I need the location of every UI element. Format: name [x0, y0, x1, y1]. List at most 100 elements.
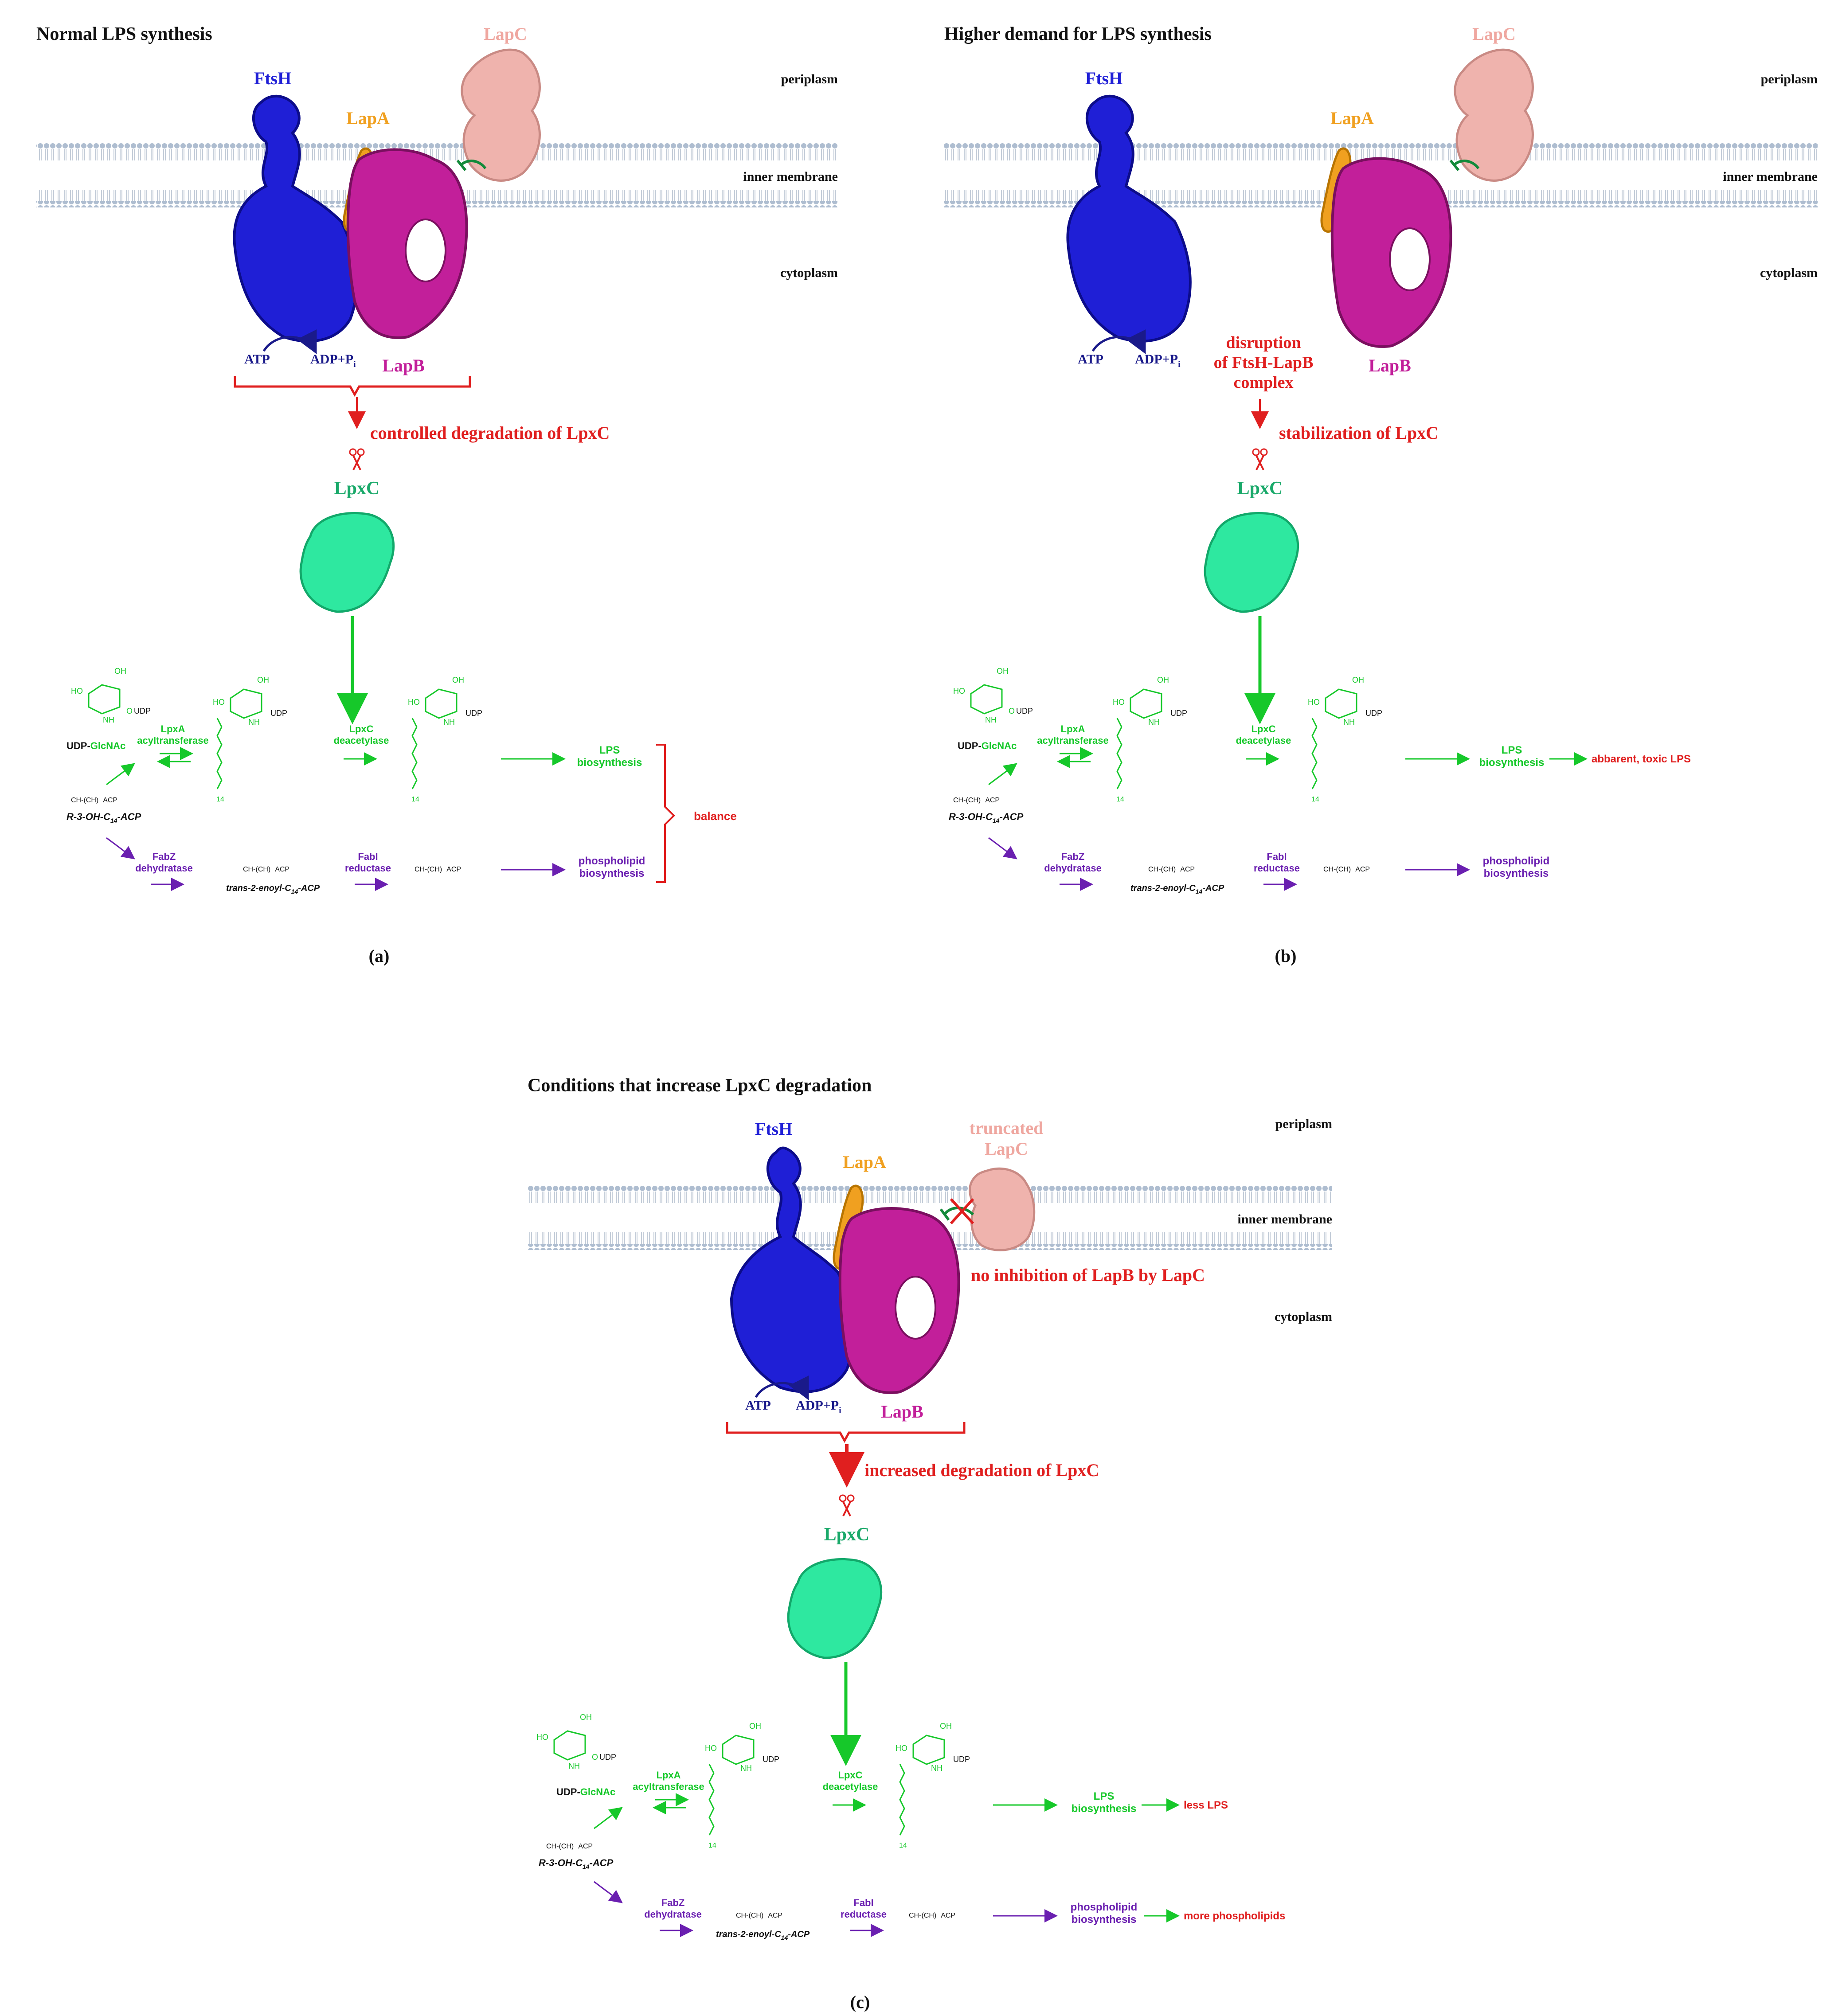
trans-acp-suffix: -ACP	[1202, 883, 1224, 893]
complex-bracket	[726, 1422, 966, 1443]
inter-nh: NH	[1148, 718, 1160, 727]
lapb-label: LapB	[881, 1402, 923, 1422]
fabz-role: dehydratase	[1044, 863, 1102, 874]
scissors-icon	[1252, 448, 1268, 470]
fabi-name: FabI	[853, 1897, 873, 1908]
deac-nh2: NH	[1343, 718, 1355, 727]
lpxc-enzyme-name: LpxC	[838, 1770, 863, 1781]
more-phospholipids-label: more phospholipids	[1184, 1910, 1285, 1922]
r3oh-acp-structure: CH-(CH) ACP	[953, 797, 1000, 804]
adp-subscript: i	[1178, 359, 1181, 369]
fabz-name: FabZ	[153, 851, 176, 862]
lapc-protein	[461, 48, 541, 182]
ftsh-protein	[730, 1146, 855, 1393]
fabi-role: reductase	[345, 863, 391, 874]
ch3-enoyl: CH	[736, 1912, 746, 1919]
inter-oh: OH	[749, 1722, 761, 1731]
fabi-role: reductase	[841, 1909, 887, 1920]
panel-b-title: Higher demand for LPS synthesis	[944, 24, 1212, 44]
deac-ho: HO	[408, 698, 420, 707]
lapb-label: LapB	[382, 356, 425, 375]
adp-label: ADP+Pi	[1135, 352, 1181, 369]
fabi-name: FabI	[358, 851, 378, 862]
lpxc-enzyme-name: LpxC	[349, 723, 374, 735]
fabz-name: FabZ	[1061, 851, 1085, 862]
deac-udp: UDP	[953, 1755, 970, 1764]
trans-subscript: 14	[1196, 888, 1203, 895]
lapb-protein	[838, 1207, 960, 1394]
glcnac-udp: UDP	[1016, 707, 1033, 715]
lpxa-role: acyltransferase	[1037, 735, 1108, 746]
less-lps-label: less LPS	[1184, 1799, 1228, 1811]
r3oh-subscript: 14	[993, 817, 1000, 824]
r3oh-acp-structure: CH-(CH) ACP	[546, 1843, 593, 1850]
lpxa-role: acyltransferase	[137, 735, 208, 746]
adp-text: ADP+P	[310, 352, 353, 367]
r3oh-text: R-3-OH-C	[949, 811, 993, 822]
inter-udp: UDP	[270, 709, 287, 718]
glcnac-text: GlcNAc	[982, 740, 1017, 751]
panel-b-label: (b)	[1275, 946, 1297, 966]
enoyl-structure: CH-(CH) ACP	[243, 866, 289, 873]
inter-ho: HO	[1113, 698, 1125, 707]
deac-chain-length: 14	[899, 1842, 907, 1849]
periplasm-label: periplasm	[1761, 72, 1818, 86]
lapa-label: LapA	[1330, 108, 1374, 128]
inter-oh: OH	[257, 676, 269, 684]
trans-subscript: 14	[781, 1934, 788, 1941]
phospholipid-label: phospholipid	[579, 855, 645, 867]
glcnac-nh: NH	[568, 1762, 580, 1770]
trans-enoyl-label: trans-2-enoyl-C14-ACP	[1130, 883, 1224, 895]
r3oh-text: R-3-OH-C	[66, 811, 111, 822]
ch3-enoyl: CH	[243, 866, 253, 873]
fabz-role: dehydratase	[644, 1909, 702, 1920]
udp-glcnac-structure: OH HO NH O UDP	[536, 1713, 616, 1770]
lpxc-enzyme-role: deacetylase	[823, 1781, 878, 1792]
udp-glcnac-structure: OH HO NH O UDP	[71, 667, 151, 724]
r3oh-acp-suffix: -ACP	[117, 811, 141, 822]
inhibition-arc	[1453, 159, 1480, 169]
atp-label: ATP	[1078, 352, 1103, 367]
r3oh-acp-label: R-3-OH-C14-ACP	[949, 811, 1024, 824]
udp-glcnac-label: UDP-GlcNAc	[66, 740, 125, 751]
periplasm-label: periplasm	[1275, 1117, 1332, 1131]
ch3-sat: CH	[415, 866, 425, 873]
deac-nh2: NH	[443, 718, 455, 727]
inner-membrane-label: inner membrane	[1723, 169, 1818, 184]
scissors-icon	[839, 1494, 855, 1516]
ftsh-label: FtsH	[1085, 68, 1122, 88]
balance-label: balance	[694, 809, 737, 823]
lapc-label: LapC	[1472, 24, 1516, 44]
r3oh-to-lpxa-arrow	[988, 763, 1017, 785]
trans-acp-suffix: -ACP	[298, 883, 320, 893]
ch3-sat: CH	[909, 1912, 919, 1919]
acp-enoyl: ACP	[1180, 866, 1195, 873]
inter-ho: HO	[213, 698, 225, 707]
no-inhibition-cross-icon	[950, 1198, 974, 1225]
udp-glcnac-label: UDP-GlcNAc	[958, 740, 1017, 751]
deac-udp: UDP	[1365, 709, 1382, 718]
ch3-sat: CH	[1323, 866, 1334, 873]
udp-glcnac-structure: OH HO NH O UDP	[953, 667, 1033, 724]
acyl-intermediate-structure: OH HO NH UDP 14	[1113, 676, 1187, 803]
ftsh-protein	[1066, 94, 1192, 343]
glcnac-text: GlcNAc	[90, 740, 125, 751]
panel-a-label: (a)	[369, 946, 390, 966]
cytoplasm-label: cytoplasm	[1275, 1309, 1332, 1324]
balance-bracket	[656, 744, 675, 883]
glcnac-ho: HO	[71, 687, 83, 695]
lps-biosynthesis: biosynthesis	[1479, 757, 1545, 769]
lapc-label: LapC	[484, 24, 527, 44]
acp-enoyl: ACP	[768, 1912, 782, 1919]
lapb-protein	[346, 148, 468, 339]
atp-arrow	[1091, 329, 1146, 354]
no-inhibition-label: no inhibition of LapB by LapC	[971, 1265, 1205, 1285]
glcnac-oh-top: OH	[997, 667, 1009, 676]
lapa-label: LapA	[843, 1152, 886, 1172]
trans-text: trans-2-enoyl-C	[226, 883, 291, 893]
saturated-acp-structure: CH-(CH) ACP	[415, 866, 461, 873]
acp-r3oh: ACP	[578, 1843, 593, 1850]
glcnac-ho: HO	[953, 687, 965, 695]
r3oh-to-lpxa-arrow	[106, 763, 135, 785]
panel-c-title: Conditions that increase LpxC degradatio…	[528, 1075, 872, 1096]
